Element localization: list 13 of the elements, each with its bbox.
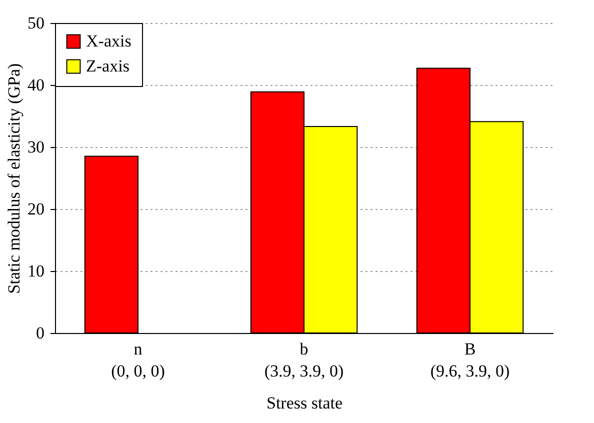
x-tick-label: n (0, 0, 0) [111,340,165,380]
y-tick-label: 20 [28,200,44,218]
legend-label: Z-axis [86,56,130,76]
y-tick-label: 10 [28,262,44,280]
x-axis-title: Stress state [266,394,343,412]
y-axis-title: Static modulus of elasticity (GPa) [4,63,24,294]
y-tick-label: 50 [28,14,44,32]
y-tick-label: 40 [28,76,44,94]
x-tick-label: b (3.9, 3.9, 0) [264,340,344,380]
x-tick-label: B (9.6, 3.9, 0) [430,340,510,380]
y-tick-label: 30 [28,138,44,156]
legend-label: X-axis [86,32,132,50]
y-tick-label: 0 [36,324,44,342]
